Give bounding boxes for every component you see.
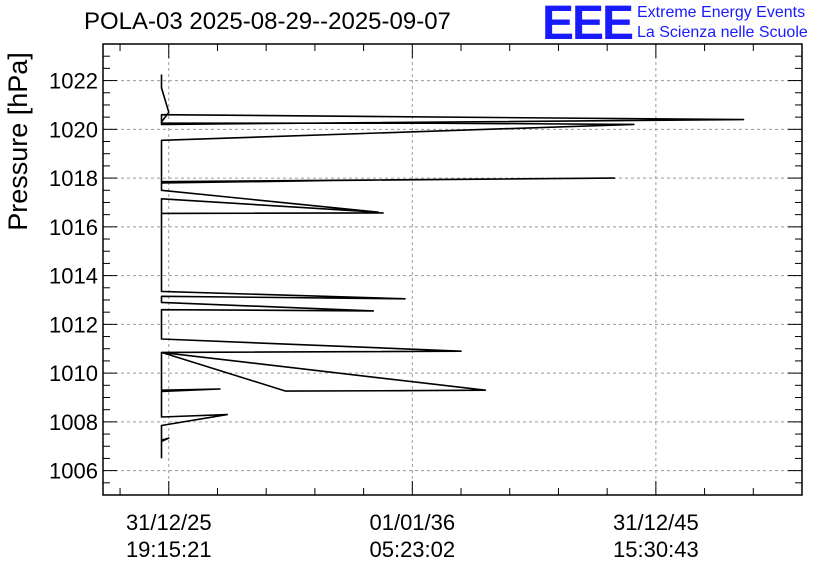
- y-tick-label: 1022: [49, 69, 98, 94]
- chart-title: POLA-03 2025-08-29--2025-09-07: [84, 8, 451, 35]
- y-tick-label: 1010: [49, 361, 98, 386]
- y-tick-label: 1018: [49, 166, 98, 191]
- y-tick-label: 1006: [49, 459, 98, 484]
- x-tick-label-date: 31/12/45: [613, 510, 699, 535]
- x-tick-label-time: 05:23:02: [369, 537, 455, 562]
- x-tick-label-date: 01/01/36: [369, 510, 455, 535]
- logo-line-2: La Scienza nelle Scuole: [637, 24, 808, 41]
- y-tick-label: 1012: [49, 312, 98, 337]
- y-tick-label: 1020: [49, 117, 98, 142]
- x-tick-label-time: 19:15:21: [126, 537, 212, 562]
- eee-logo: EEE: [542, 0, 634, 50]
- y-axis-label: Pressure [hPa]: [3, 52, 33, 231]
- y-tick-label: 1016: [49, 215, 98, 240]
- logo-line-1: Extreme Energy Events: [637, 4, 806, 21]
- plot-frame: [102, 43, 803, 496]
- pressure-series-line: [160, 74, 745, 459]
- x-tick-label-date: 31/12/25: [126, 510, 212, 535]
- y-tick-label: 1014: [49, 264, 98, 289]
- x-tick-label-time: 15:30:43: [613, 537, 699, 562]
- y-tick-label: 1008: [49, 410, 98, 435]
